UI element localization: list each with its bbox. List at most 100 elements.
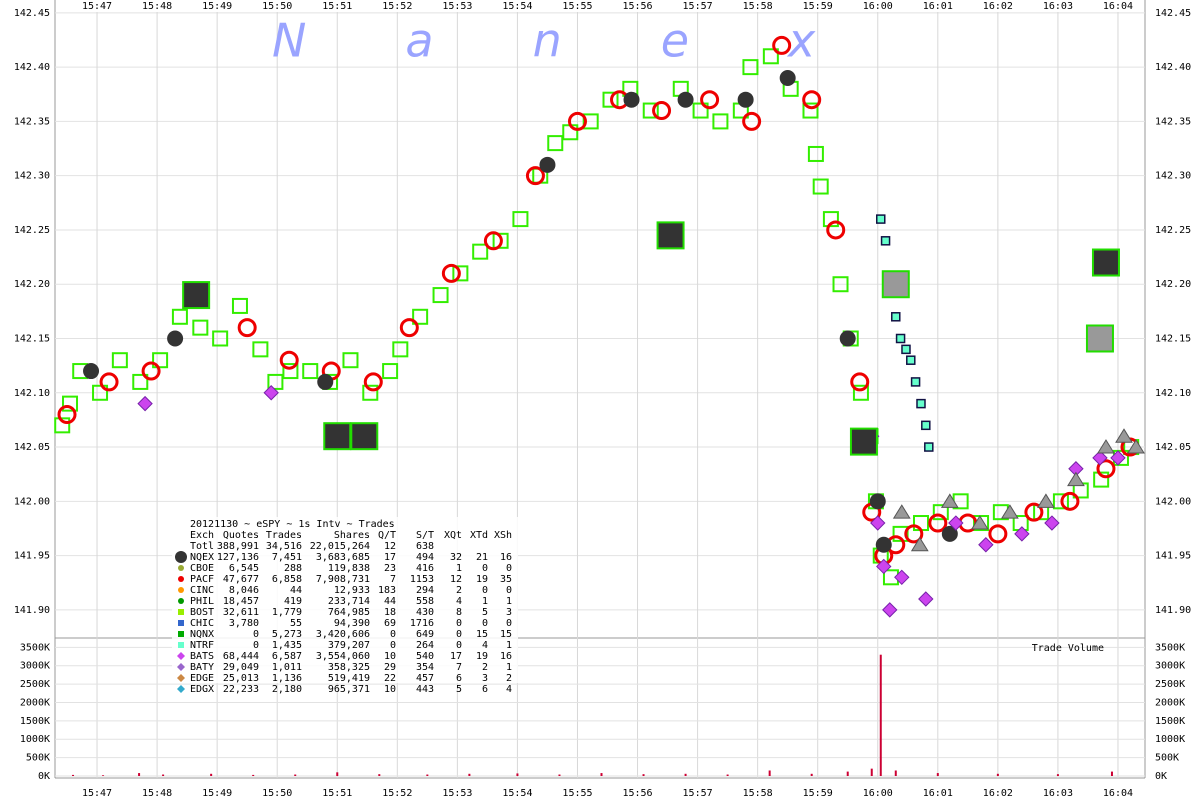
trade-marker xyxy=(99,372,119,392)
x-tick-label: 16:00 xyxy=(863,1,893,12)
volume-bar xyxy=(600,773,603,776)
x-tick-label: 15:58 xyxy=(743,788,773,799)
y-tick-label: 2500K xyxy=(20,679,50,690)
legend-cell: 127,136 xyxy=(217,552,259,563)
trade-marker xyxy=(921,420,931,431)
y-tick-label: 142.00 xyxy=(1155,496,1191,507)
volume-bar xyxy=(252,774,255,776)
trade-marker xyxy=(1067,471,1085,487)
volume-bar xyxy=(936,773,939,776)
legend-cell: 18 xyxy=(384,607,396,618)
trade-marker xyxy=(111,352,128,369)
x-tick-label: 15:54 xyxy=(502,788,532,799)
y-tick-label: 2500K xyxy=(1155,679,1185,690)
trade-marker xyxy=(875,536,892,553)
legend-cell: 47,677 xyxy=(223,574,259,585)
legend-cell: 0 xyxy=(456,640,462,651)
y-tick-label: 500K xyxy=(1155,753,1179,764)
trade-marker xyxy=(910,377,921,387)
trade-marker xyxy=(742,111,762,131)
legend-cell: NTRF xyxy=(190,640,214,651)
trade-marker xyxy=(152,352,169,369)
y-tick-label: 142.00 xyxy=(14,496,50,507)
legend-cell: 3 xyxy=(506,607,512,618)
legend-cell: 233,714 xyxy=(328,596,370,607)
trade-marker xyxy=(882,602,898,618)
trade-marker xyxy=(282,363,299,380)
legend-cell: 35 xyxy=(500,574,512,585)
legend-cell: 0 xyxy=(506,585,512,596)
x-tick-label: 15:57 xyxy=(683,788,713,799)
y-tick-label: 0K xyxy=(1155,771,1167,782)
legend-cell: 22,233 xyxy=(223,684,259,695)
trade-marker xyxy=(973,515,990,532)
legend-marker xyxy=(178,609,184,615)
trade-marker xyxy=(1110,450,1126,466)
legend-cell: 3,683,685 xyxy=(316,552,370,563)
legend-cell: 4 xyxy=(456,596,462,607)
trade-marker xyxy=(802,102,819,119)
trade-marker xyxy=(192,319,209,336)
legend-cell: 22,015,264 xyxy=(310,541,370,552)
x-tick-label: 15:59 xyxy=(803,1,833,12)
trade-marker xyxy=(263,385,279,401)
legend-marker xyxy=(175,551,187,563)
trade-marker xyxy=(832,276,849,293)
legend-cell: 22 xyxy=(384,673,396,684)
trade-marker xyxy=(1097,439,1115,454)
legend-cell: 25,013 xyxy=(223,673,259,684)
trade-marker xyxy=(231,297,248,314)
trade-marker xyxy=(941,525,958,542)
volume-bar xyxy=(378,774,381,776)
legend-cell: 0 xyxy=(253,629,259,640)
volume-bar xyxy=(210,773,213,776)
x-tick-label: 15:55 xyxy=(562,788,592,799)
x-tick-label: 15:57 xyxy=(683,1,713,12)
legend-cell: 0 xyxy=(506,618,512,629)
legend-cell: 0 xyxy=(482,563,488,574)
legend-cell: CBOE xyxy=(190,563,214,574)
y-tick-label: 142.15 xyxy=(1155,333,1191,344)
legend-cell: 1,011 xyxy=(272,662,302,673)
y-tick-label: 142.35 xyxy=(1155,116,1191,127)
legend-cell: 55 xyxy=(290,618,302,629)
volume-bar xyxy=(726,774,729,776)
legend-cell: 0 xyxy=(390,629,396,640)
x-tick-label: 16:02 xyxy=(983,788,1013,799)
trade-marker xyxy=(700,90,720,110)
volume-bar xyxy=(870,768,873,776)
volume-bar xyxy=(768,770,771,776)
legend-header: XSh xyxy=(494,530,512,541)
legend-cell: 0 xyxy=(456,618,462,629)
legend-cell: 32,611 xyxy=(223,607,259,618)
legend-cell: 12 xyxy=(384,541,396,552)
volume-bar xyxy=(72,774,75,776)
legend-cell: 2 xyxy=(456,585,462,596)
legend-marker xyxy=(178,565,184,571)
x-tick-label: 16:01 xyxy=(923,1,953,12)
trade-marker xyxy=(779,69,796,86)
legend-cell: 4 xyxy=(482,640,488,651)
trade-marker xyxy=(441,263,461,283)
y-tick-label: 141.95 xyxy=(14,551,50,562)
trade-marker xyxy=(363,372,383,392)
x-tick-label: 16:03 xyxy=(1043,1,1073,12)
trade-marker xyxy=(850,372,870,392)
y-tick-label: 1500K xyxy=(20,716,50,727)
legend-cell: 12,933 xyxy=(334,585,370,596)
legend-cell: 1,779 xyxy=(272,607,302,618)
trade-marker xyxy=(970,515,989,530)
legend-cell: EDGX xyxy=(190,684,214,695)
legend-cell: 1 xyxy=(482,596,488,607)
legend-cell: 32 xyxy=(450,552,462,563)
legend-cell: 416 xyxy=(416,563,434,574)
y-tick-label: 142.30 xyxy=(14,171,50,182)
x-tick-label: 15:56 xyxy=(622,1,652,12)
y-tick-label: 142.25 xyxy=(14,225,50,236)
y-tick-label: 142.35 xyxy=(14,116,50,127)
trade-marker xyxy=(317,373,334,390)
legend-cell: 649 xyxy=(416,629,434,640)
legend-cell: 358,325 xyxy=(328,662,370,673)
legend-cell: 19 xyxy=(476,651,488,662)
volume-bar xyxy=(684,773,687,776)
